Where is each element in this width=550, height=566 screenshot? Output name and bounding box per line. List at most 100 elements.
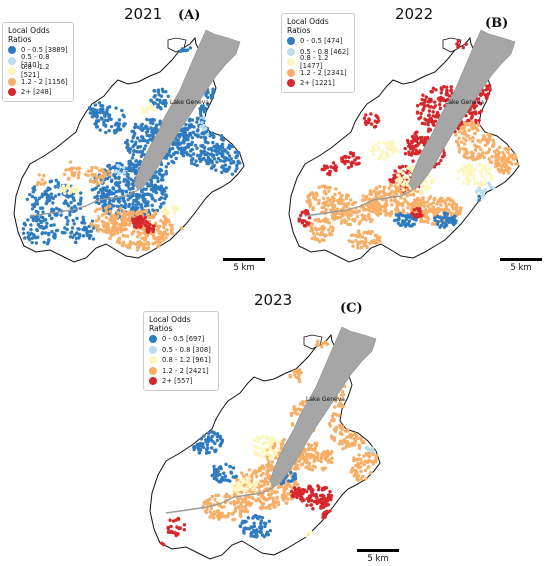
odds-ratio-point: [333, 405, 337, 409]
odds-ratio-point: [114, 169, 118, 173]
odds-ratio-point: [116, 176, 121, 181]
odds-ratio-point: [372, 148, 376, 152]
odds-ratio-point: [214, 146, 218, 150]
legend-label: 0.8 - 1.2 [1477]: [300, 54, 329, 71]
odds-ratio-point: [96, 190, 101, 195]
odds-ratio-point: [421, 219, 426, 224]
odds-ratio-point: [357, 161, 361, 166]
odds-ratio-point: [140, 188, 144, 192]
odds-ratio-point: [152, 89, 157, 93]
odds-ratio-point: [233, 169, 238, 173]
odds-ratio-point: [162, 201, 166, 205]
odds-ratio-point: [307, 499, 311, 504]
odds-ratio-point: [145, 133, 149, 138]
odds-ratio-point: [330, 213, 335, 218]
odds-ratio-point: [363, 468, 368, 473]
odds-ratio-point: [116, 231, 120, 235]
odds-ratio-point: [143, 197, 147, 201]
odds-ratio-point: [197, 157, 202, 161]
odds-ratio-point: [139, 240, 143, 245]
odds-ratio-point: [163, 104, 168, 108]
odds-ratio-point: [182, 523, 187, 527]
odds-ratio-point: [172, 212, 176, 216]
odds-ratio-point: [275, 490, 279, 494]
legend-swatch: [287, 37, 295, 46]
odds-ratio-point: [331, 216, 335, 220]
odds-ratio-point: [454, 139, 459, 144]
odds-ratio-point: [203, 509, 208, 514]
odds-ratio-point: [221, 152, 225, 157]
odds-ratio-point: [206, 501, 210, 505]
odds-ratio-point: [248, 484, 253, 488]
odds-ratio-point: [55, 228, 60, 232]
odds-ratio-point: [366, 215, 371, 219]
odds-ratio-point: [510, 153, 515, 157]
odds-ratio-point: [466, 182, 470, 186]
odds-ratio-point: [412, 208, 417, 212]
odds-ratio-point: [375, 201, 380, 205]
odds-ratio-point: [130, 156, 135, 160]
odds-ratio-point: [242, 479, 246, 483]
odds-ratio-point: [111, 165, 115, 170]
odds-ratio-point: [351, 151, 355, 156]
legend-label: 0 - 0.5 [3889]: [21, 46, 68, 55]
odds-ratio-point: [351, 244, 355, 248]
odds-ratio-point: [146, 226, 150, 231]
odds-ratio-point: [43, 180, 48, 185]
odds-ratio-point: [488, 167, 492, 171]
odds-ratio-point: [258, 446, 262, 451]
odds-ratio-point: [436, 209, 441, 214]
odds-ratio-point: [81, 234, 86, 238]
odds-ratio-point: [270, 503, 274, 507]
odds-ratio-point: [466, 162, 471, 167]
odds-ratio-point: [117, 211, 121, 215]
odds-ratio-point: [228, 465, 233, 469]
odds-ratio-point: [205, 132, 210, 137]
odds-ratio-point: [98, 207, 103, 211]
odds-ratio-point: [320, 501, 324, 505]
odds-ratio-point: [426, 200, 430, 204]
odds-ratio-point: [54, 178, 58, 183]
odds-ratio-point: [229, 470, 233, 474]
legend-swatch: [8, 56, 16, 65]
odds-ratio-point: [353, 468, 358, 473]
odds-ratio-point: [147, 215, 151, 220]
odds-ratio-point: [42, 240, 46, 244]
odds-ratio-point: [166, 525, 170, 530]
odds-ratio-point: [477, 163, 482, 168]
odds-ratio-point: [405, 188, 409, 192]
odds-ratio-point: [138, 139, 142, 143]
odds-ratio-point: [87, 230, 91, 234]
odds-ratio-point: [387, 154, 391, 158]
odds-ratio-point: [484, 168, 488, 172]
odds-ratio-point: [331, 412, 336, 416]
odds-ratio-point: [501, 168, 505, 173]
odds-ratio-point: [305, 458, 309, 462]
scale-bar-label: 5 km: [367, 554, 389, 564]
odds-ratio-point: [416, 151, 421, 155]
odds-ratio-point: [252, 485, 257, 490]
odds-ratio-point: [81, 227, 85, 232]
odds-ratio-point: [513, 153, 517, 157]
odds-ratio-point: [31, 190, 35, 194]
odds-ratio-point: [130, 139, 134, 143]
odds-ratio-point: [471, 136, 475, 140]
odds-ratio-point: [62, 172, 67, 176]
odds-ratio-point: [47, 213, 52, 218]
panel-year: 2023: [254, 291, 293, 309]
odds-ratio-point: [160, 191, 164, 195]
odds-ratio-point: [195, 146, 199, 150]
odds-ratio-point: [140, 149, 145, 154]
legend-item: 2+ [1221]: [287, 78, 349, 89]
odds-ratio-point: [108, 204, 112, 208]
odds-ratio-point: [190, 161, 194, 166]
odds-ratio-point: [174, 156, 178, 161]
odds-ratio-point: [238, 513, 242, 518]
legend-swatch: [8, 88, 16, 97]
odds-ratio-point: [397, 216, 401, 221]
odds-ratio-point: [313, 226, 317, 230]
legend-label: 0.5 - 0.8 [308]: [162, 345, 211, 354]
odds-ratio-point: [351, 154, 355, 158]
odds-ratio-point: [127, 176, 131, 180]
legend-item: 1.2 - 2 [2341]: [287, 68, 349, 79]
